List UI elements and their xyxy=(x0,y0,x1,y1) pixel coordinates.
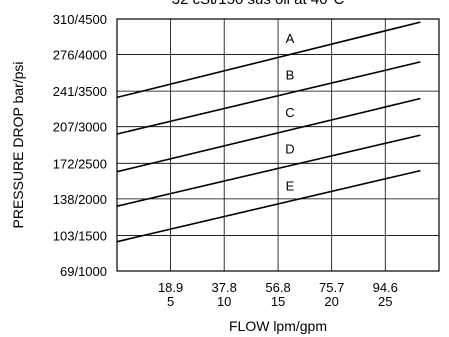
x-tick-label-gpm: 25 xyxy=(378,294,392,309)
x-axis-label: FLOW lpm/gpm xyxy=(229,318,327,334)
chart-title: 32 cSt/150 sus oil at 40°C xyxy=(172,0,345,8)
y-tick-label: 241/3500 xyxy=(53,84,107,99)
series-label-a: A xyxy=(286,31,295,46)
y-tick-label: 138/2000 xyxy=(53,192,107,207)
x-axis-ticks: 18.95 37.810 56.815 75.720 94.625 xyxy=(158,280,398,309)
series-line-b xyxy=(116,61,421,135)
y-axis-ticks: 69/1000 103/1500 138/2000 172/2500 207/3000 2… xyxy=(53,12,107,279)
series-label-d: D xyxy=(285,142,294,157)
x-tick-label-gpm: 15 xyxy=(271,294,285,309)
x-tick-label-lpm: 56.8 xyxy=(265,280,290,295)
y-tick-label: 310/4500 xyxy=(53,12,107,27)
series-line-d xyxy=(116,134,421,207)
y-tick-label: 103/1500 xyxy=(53,228,107,243)
series-label-c: C xyxy=(285,105,294,120)
y-tick-label: 69/1000 xyxy=(60,264,107,279)
series-label-b: B xyxy=(286,67,295,82)
series-line-c xyxy=(116,97,421,173)
x-tick-label-gpm: 5 xyxy=(167,294,174,309)
x-tick-label-gpm: 10 xyxy=(217,294,231,309)
x-tick-label-lpm: 18.9 xyxy=(158,280,183,295)
series-labels: A B C D E xyxy=(285,31,294,193)
x-tick-label-lpm: 75.7 xyxy=(319,280,344,295)
y-tick-label: 276/4000 xyxy=(53,48,107,63)
series-line-a xyxy=(116,21,421,99)
x-tick-label-gpm: 20 xyxy=(324,294,338,309)
y-axis-label: PRESSURE DROP bar/psi xyxy=(10,61,26,228)
series-line-e xyxy=(116,169,421,243)
y-tick-label: 172/2500 xyxy=(53,156,107,171)
x-tick-label-lpm: 37.8 xyxy=(212,280,237,295)
y-tick-label: 207/3000 xyxy=(53,120,107,135)
series-lines xyxy=(116,21,421,243)
x-tick-label-lpm: 94.6 xyxy=(373,280,398,295)
series-label-e: E xyxy=(286,178,295,193)
